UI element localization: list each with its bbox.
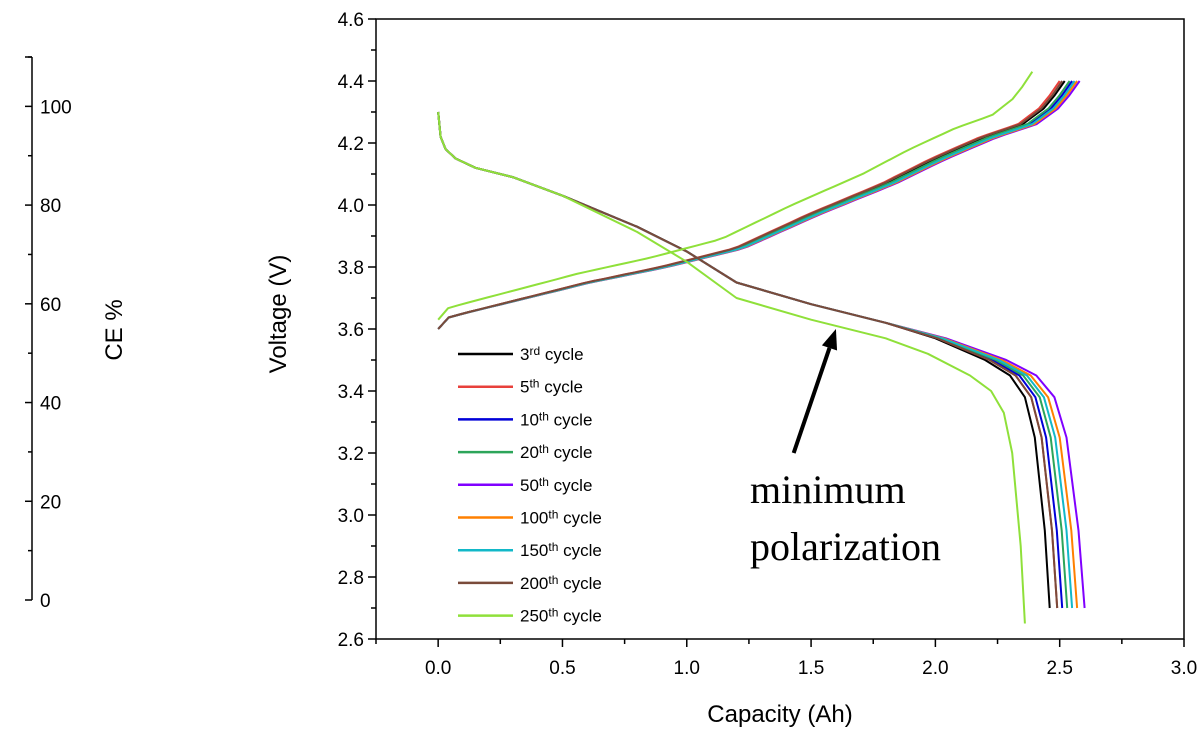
- legend-superscript: th: [529, 377, 539, 391]
- ce-tick-label: 20: [40, 492, 61, 513]
- legend-cycle-number: 100: [520, 509, 548, 528]
- y-tick-label: 3.8: [338, 258, 364, 279]
- legend-label: 50th cycle: [520, 475, 592, 495]
- x-tick-label: 1.0: [674, 658, 700, 679]
- x-axis-title: Capacity (Ah): [707, 701, 852, 728]
- legend-label: 10th cycle: [520, 410, 592, 430]
- series-charge-line: [437, 80, 1073, 330]
- x-tick-label: 1.5: [798, 658, 824, 679]
- legend-cycle-number: 50: [520, 476, 539, 495]
- y-tick-label: 4.2: [338, 134, 364, 155]
- series-charge-line: [437, 80, 1066, 330]
- legend-superscript: th: [548, 508, 558, 522]
- x-tick-label: 2.0: [922, 658, 948, 679]
- legend-cycle-number: 150: [520, 541, 548, 560]
- legend-suffix: cycle: [540, 345, 583, 364]
- annotation-arrowhead: [821, 329, 838, 351]
- series-charge-line: [437, 71, 1034, 321]
- legend-cycle-number: 10: [520, 410, 539, 429]
- ce-tick-label: 80: [40, 196, 61, 217]
- legend-label: 20th cycle: [520, 442, 592, 462]
- y-tick-label: 3.6: [338, 320, 364, 341]
- series-charge-line: [437, 80, 1071, 330]
- legend-superscript: th: [548, 540, 558, 554]
- legend-suffix: cycle: [539, 378, 582, 397]
- series-charge-line: [437, 80, 1076, 330]
- legend-suffix: cycle: [549, 476, 592, 495]
- legend-suffix: cycle: [549, 443, 592, 462]
- legend-label: 250th cycle: [520, 606, 602, 626]
- legend-cycle-number: 250: [520, 607, 548, 626]
- ce-tick-label: 0: [40, 591, 51, 612]
- annotation-line-1: minimum: [750, 467, 906, 512]
- series-discharge-line: [437, 111, 1051, 609]
- legend-label: 150th cycle: [520, 540, 602, 560]
- x-tick-label: 2.5: [1046, 658, 1072, 679]
- series-discharge-line: [437, 111, 1059, 609]
- series-discharge-line: [437, 111, 1026, 624]
- legend-superscript: th: [548, 606, 558, 620]
- annotation-arrow: [791, 347, 832, 454]
- legend-cycle-number: 20: [520, 443, 539, 462]
- y-tick-label: 4.6: [338, 10, 364, 31]
- ce-tick-label: 100: [40, 97, 72, 118]
- ce-tick-label: 60: [40, 295, 61, 316]
- series-discharge-line: [437, 111, 1059, 609]
- legend-suffix: cycle: [558, 607, 601, 626]
- y-tick-label: 2.8: [338, 568, 364, 589]
- x-tick-label: 3.0: [1171, 658, 1197, 679]
- ce-secondary-axis: 0 20 40 60 80 100 CE %: [25, 56, 128, 612]
- series-charge-line: [437, 80, 1064, 330]
- legend-cycle-number: 200: [520, 574, 548, 593]
- series-lines: [437, 71, 1086, 624]
- legend-cycle-number: 5: [520, 378, 529, 397]
- y-axis-ticks: 2.6 2.8 3.0 3.2 3.4 3.6 3.8 4.0 4.2 4.4 4.6: [338, 10, 376, 651]
- y-tick-label: 3.4: [338, 382, 365, 403]
- ce-axis-ticks: 0 20 40 60 80 100: [25, 56, 72, 612]
- legend-suffix: cycle: [549, 410, 592, 429]
- legend-label: 200th cycle: [520, 573, 602, 593]
- annotation-line-2: polarization: [750, 524, 941, 569]
- ce-axis-title: CE %: [101, 299, 128, 360]
- legend-suffix: cycle: [558, 509, 601, 528]
- series-charge-line: [437, 80, 1061, 330]
- y-tick-label: 4.0: [338, 196, 364, 217]
- y-tick-label: 3.0: [338, 506, 364, 527]
- legend-superscript: th: [539, 475, 549, 489]
- y-axis-title: Voltage (V): [265, 255, 292, 374]
- legend-superscript: rd: [529, 344, 540, 358]
- y-tick-label: 4.4: [338, 72, 365, 93]
- legend-label: 100th cycle: [520, 508, 602, 528]
- x-tick-label: 0.0: [425, 658, 451, 679]
- legend-superscript: th: [548, 573, 558, 587]
- y-tick-label: 2.6: [338, 630, 364, 651]
- x-axis-ticks: 0.0 0.5 1.0 1.5 2.0 2.5 3.0: [375, 639, 1197, 679]
- legend-label: 3rd cycle: [520, 344, 584, 364]
- legend-suffix: cycle: [558, 541, 601, 560]
- x-tick-label: 0.5: [549, 658, 575, 679]
- legend-superscript: th: [539, 410, 549, 424]
- legend-label: 5th cycle: [520, 377, 583, 397]
- legend-suffix: cycle: [558, 574, 601, 593]
- y-tick-label: 3.2: [338, 444, 364, 465]
- legend-superscript: th: [539, 442, 549, 456]
- legend-cycle-number: 3: [520, 345, 529, 364]
- ce-tick-label: 40: [40, 394, 61, 415]
- annotation: minimum polarization: [750, 329, 941, 569]
